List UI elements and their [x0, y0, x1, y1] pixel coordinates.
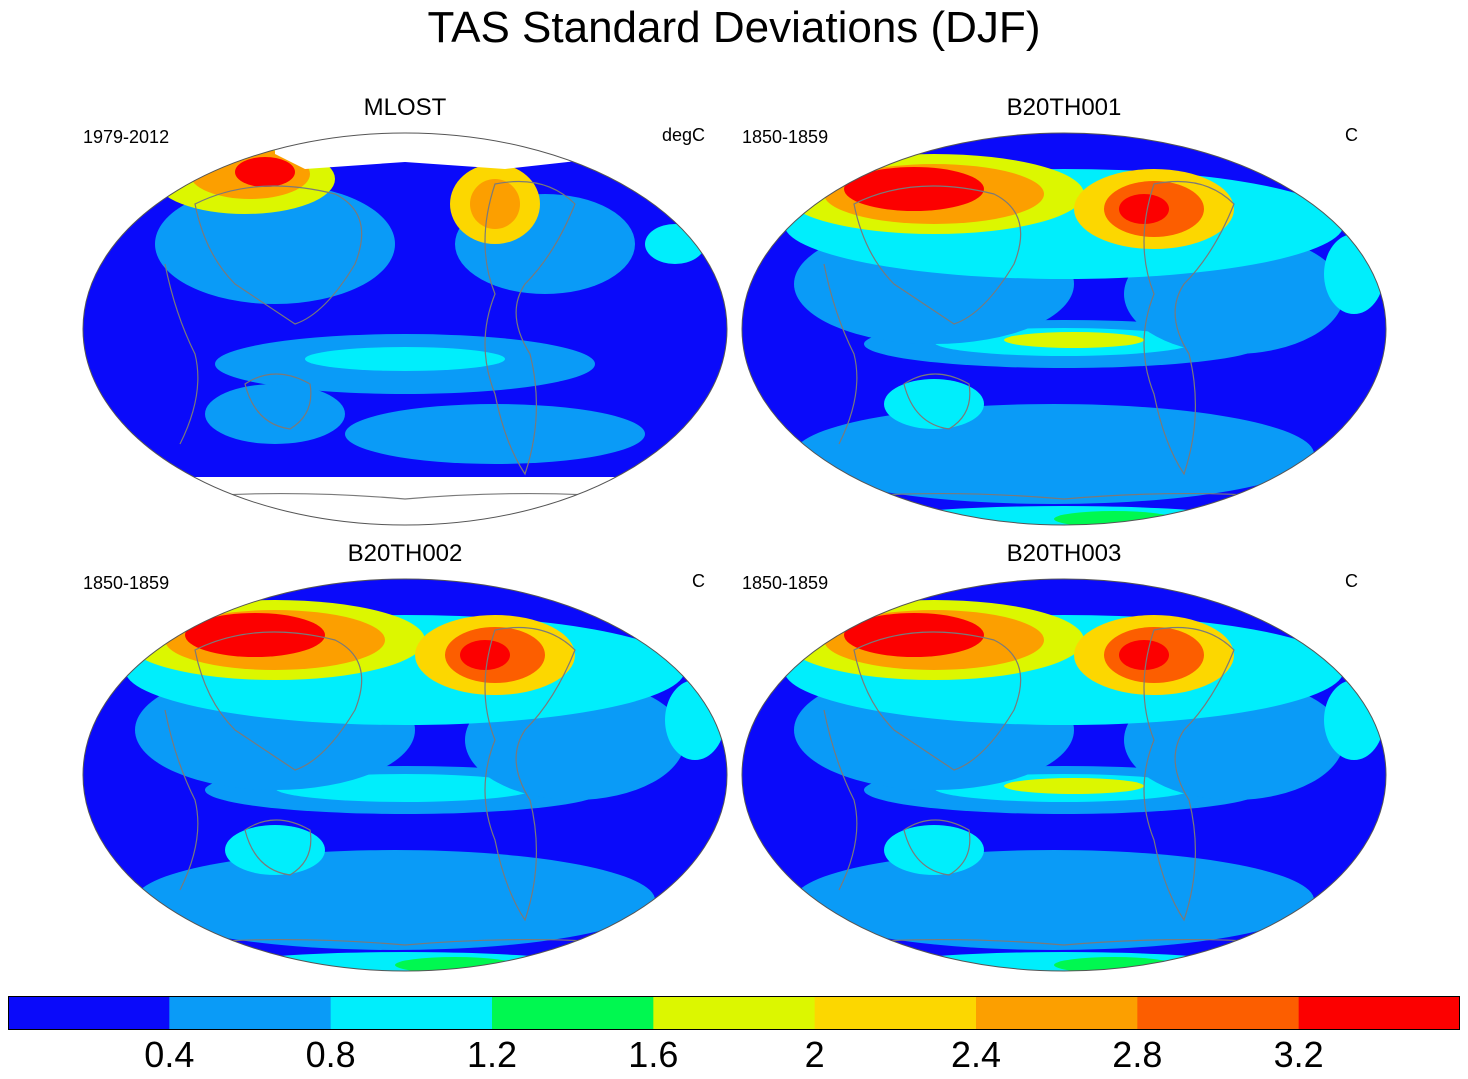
field-region — [884, 379, 984, 429]
colorbar-segment — [169, 996, 332, 1030]
colorbar-tick-label: 3.2 — [1273, 1034, 1324, 1075]
field-region — [135, 850, 655, 950]
field-region — [1324, 680, 1384, 760]
high-variance-core — [844, 167, 984, 211]
colorbar-tick-label: 2.4 — [950, 1034, 1002, 1075]
field-region — [225, 825, 325, 875]
field-region — [1004, 332, 1144, 348]
map-canvas — [741, 132, 1387, 526]
high-variance-core — [844, 613, 984, 657]
field-region — [205, 952, 605, 971]
colorbar-labels: 0.4 0.8 1.2 1.6 2 2.4 2.8 3.2 — [8, 1034, 1460, 1078]
map-panel-b20th003: B20TH003 1850-1859 C — [734, 540, 1394, 980]
map-panel-b20th001: B20TH001 1850-1859 C — [734, 94, 1394, 534]
field-region — [1004, 778, 1144, 794]
panel-units: degC — [661, 125, 705, 145]
field-region — [864, 506, 1264, 525]
colorbar-segment — [976, 996, 1138, 1030]
field-region — [645, 224, 705, 264]
map-canvas — [82, 578, 728, 972]
field-region — [665, 680, 725, 760]
field-region — [1119, 194, 1169, 224]
panel-period: 1979-2012 — [83, 127, 170, 147]
colorbar-tick-label: 2.8 — [1112, 1034, 1163, 1075]
colorbar-segment — [492, 996, 654, 1030]
field-layer — [773, 154, 1384, 525]
high-variance-core — [235, 157, 295, 187]
globe-outline — [82, 132, 728, 526]
map-panel-b20th002: B20TH002 1850-1859 C — [75, 540, 735, 980]
panel-title: B20TH002 — [347, 540, 463, 567]
field-region — [345, 404, 645, 464]
panel-period: 1850-1859 — [83, 573, 170, 593]
colorbar-segment — [653, 996, 816, 1030]
colorbar — [8, 996, 1460, 1030]
colorbar-tick-label: 0.4 — [144, 1034, 195, 1075]
field-region — [470, 179, 520, 229]
colorbar-tick-label: 2 — [804, 1034, 825, 1075]
field-region — [884, 825, 984, 875]
globe-outline — [741, 578, 1387, 972]
high-variance-core — [185, 613, 325, 657]
panel-units: C — [692, 571, 705, 591]
colorbar-segment — [1137, 996, 1300, 1030]
field-region — [1324, 234, 1384, 314]
field-region — [864, 952, 1264, 971]
panel-units: C — [1345, 571, 1358, 591]
map-canvas — [741, 578, 1387, 972]
panel-period: 1850-1859 — [742, 127, 829, 147]
equatorial-band — [305, 347, 505, 371]
field-region — [794, 850, 1314, 950]
map-canvas — [82, 132, 728, 526]
globe-outline — [741, 132, 1387, 526]
colorbar-segment — [1298, 996, 1460, 1030]
map-panel-mlost: MLOST 1979-2012 degC — [75, 94, 735, 534]
field-region — [205, 384, 345, 444]
colorbar-segment — [814, 996, 977, 1030]
colorbar-tick-label: 1.2 — [466, 1034, 518, 1075]
panel-title: B20TH003 — [1006, 540, 1122, 567]
colorbar-tick-label: 1.6 — [628, 1034, 679, 1075]
field-region — [794, 404, 1314, 504]
globe-outline — [82, 578, 728, 972]
colorbar-frame — [8, 996, 1460, 1030]
panel-title: B20TH001 — [1006, 94, 1122, 121]
colorbar-tick-label: 0.8 — [305, 1034, 356, 1075]
colorbar-segment — [330, 996, 493, 1030]
panel-units: C — [1345, 125, 1358, 145]
figure-title: TAS Standard Deviations (DJF) — [427, 3, 1041, 52]
field-region — [1119, 640, 1169, 670]
panel-title: MLOST — [363, 94, 447, 121]
missing-data-north — [275, 133, 595, 169]
missing-data-south — [83, 477, 727, 525]
field-region — [155, 184, 395, 304]
colorbar-segment — [8, 996, 170, 1030]
field-region — [460, 640, 510, 670]
panel-period: 1850-1859 — [742, 573, 829, 593]
